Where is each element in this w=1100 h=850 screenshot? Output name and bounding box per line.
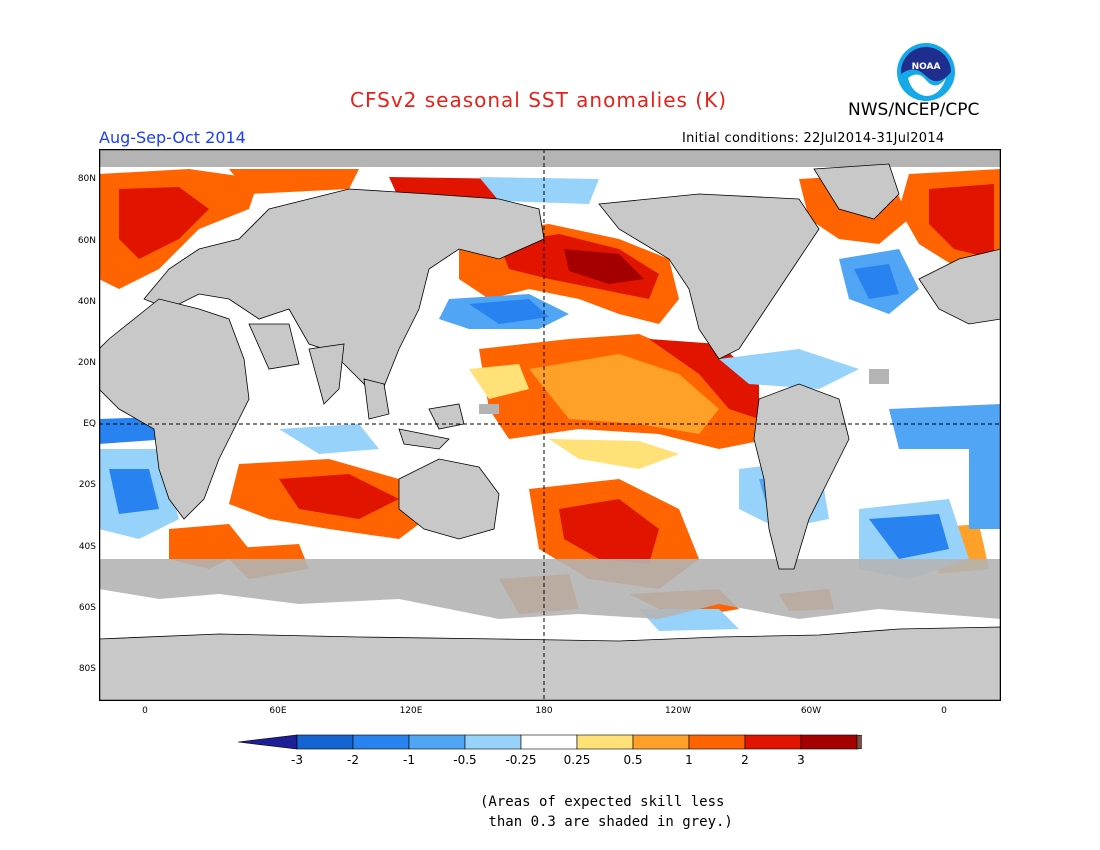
colorbar-arrow-low	[238, 734, 298, 750]
colorbar-swatch	[464, 734, 522, 750]
colorbar-swatch	[744, 734, 802, 750]
colorbar-swatch	[800, 734, 858, 750]
colorbar-label: -2	[347, 753, 359, 767]
colorbar-label: 0.5	[623, 753, 643, 767]
skill-note-line2: than 0.3 are shaded in grey.)	[480, 814, 733, 830]
forecast-period: Aug-Sep-Oct 2014	[99, 128, 246, 147]
initial-conditions: Initial conditions: 22Jul2014-31Jul2014	[682, 131, 945, 146]
lon-label-180: 180	[535, 706, 553, 716]
lon-label-120e: 120E	[399, 706, 423, 716]
colorbar-label: 0.25	[563, 753, 591, 767]
noaa-logo: NOAA	[897, 43, 955, 101]
colorbar-swatch	[352, 734, 410, 750]
colorbar-swatch	[576, 734, 634, 750]
colorbar-swatches	[238, 734, 862, 750]
map-frame	[98, 148, 1002, 702]
lat-label-eq: EQ	[83, 419, 96, 429]
lat-label-40n: 40N	[77, 297, 96, 307]
colorbar-arrow-high	[856, 734, 862, 750]
lon-label-120w: 120W	[664, 706, 692, 716]
lat-label-60s: 60S	[78, 603, 96, 613]
logo-text: NOAA	[912, 62, 941, 72]
colorbar-swatch	[688, 734, 746, 750]
colorbar-label: -1	[403, 753, 415, 767]
lon-label-0: 0	[142, 706, 148, 716]
lat-label-40s: 40S	[78, 542, 96, 552]
map-canvas	[98, 148, 1002, 702]
map-title: CFSv2 seasonal SST anomalies (K)	[350, 88, 727, 112]
colorbar-label: -3	[291, 753, 303, 767]
lat-label-20n: 20N	[77, 358, 96, 368]
colorbar-swatch	[408, 734, 466, 750]
lon-label-60w: 60W	[800, 706, 822, 716]
lat-label-20s: 20S	[78, 480, 96, 490]
agency-label: NWS/NCEP/CPC	[848, 100, 980, 120]
land-masses	[98, 163, 1002, 702]
lat-label-80s: 80S	[78, 664, 96, 674]
colorbar	[238, 734, 862, 750]
colorbar-swatch	[296, 734, 354, 750]
skill-note: (Areas of expected skill less than 0.3 a…	[480, 792, 733, 832]
low-skill-regions	[99, 149, 1001, 619]
colorbar-label: 1	[685, 753, 693, 767]
colorbar-label: 3	[797, 753, 805, 767]
colorbar-label: 2	[741, 753, 749, 767]
lat-label-80n: 80N	[77, 174, 96, 184]
colorbar-label: -0.25	[505, 753, 537, 767]
colorbar-swatch	[520, 734, 578, 750]
lon-label-60e: 60E	[269, 706, 287, 716]
colorbar-swatch	[632, 734, 690, 750]
lat-label-60n: 60N	[77, 236, 96, 246]
sst-anomaly-map	[98, 148, 1002, 702]
skill-note-line1: (Areas of expected skill less	[480, 794, 725, 810]
colorbar-label: -0.5	[453, 753, 477, 767]
lon-label-0-right: 0	[941, 706, 947, 716]
